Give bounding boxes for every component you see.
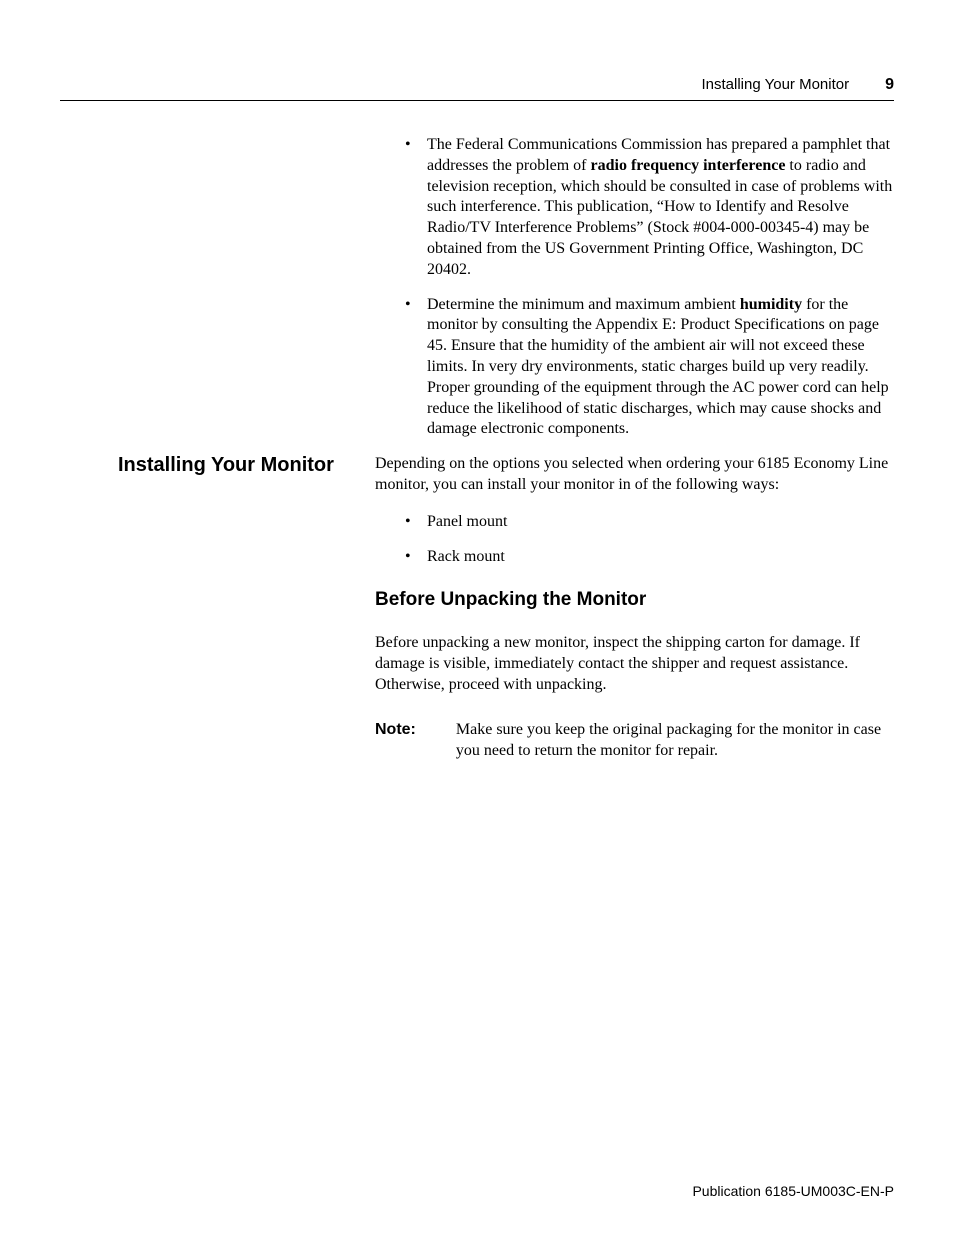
bullet-item: Panel mount <box>405 512 894 533</box>
document-page: Installing Your Monitor 9 The Federal Co… <box>0 0 954 1235</box>
header-page-number: 9 <box>885 76 894 94</box>
section-body-column: Depending on the options you selected wh… <box>375 454 894 761</box>
content-column-top: The Federal Communications Commission ha… <box>375 135 895 440</box>
note-text: Make sure you keep the original packagin… <box>456 720 894 762</box>
intro-paragraph: Depending on the options you selected wh… <box>375 454 894 496</box>
page-header: Installing Your Monitor 9 <box>60 76 894 101</box>
page-footer: Publication 6185-UM003C-EN-P <box>692 1183 894 1199</box>
body-paragraph: Before unpacking a new monitor, inspect … <box>375 633 894 695</box>
note-block: Note: Make sure you keep the original pa… <box>375 720 894 762</box>
bullet-text-pre: Determine the minimum and maximum ambien… <box>427 296 740 313</box>
note-label: Note: <box>375 720 416 762</box>
section-row: Installing Your Monitor Depending on the… <box>60 454 894 761</box>
bullet-list-top: The Federal Communications Commission ha… <box>405 135 895 440</box>
bullet-text-bold: radio frequency interference <box>591 157 786 174</box>
bullet-text-post: to radio and television reception, which… <box>427 157 892 278</box>
sub-heading: Before Unpacking the Monitor <box>375 589 894 611</box>
bullet-item: The Federal Communications Commission ha… <box>405 135 895 281</box>
bullet-item: Rack mount <box>405 547 894 568</box>
bullet-text-post: for the monitor by consulting the Append… <box>427 296 889 438</box>
header-title: Installing Your Monitor <box>702 76 850 93</box>
mount-options-list: Panel mount Rack mount <box>405 512 894 568</box>
side-heading: Installing Your Monitor <box>60 454 375 477</box>
bullet-text-bold: humidity <box>740 296 802 313</box>
bullet-item: Determine the minimum and maximum ambien… <box>405 295 895 441</box>
